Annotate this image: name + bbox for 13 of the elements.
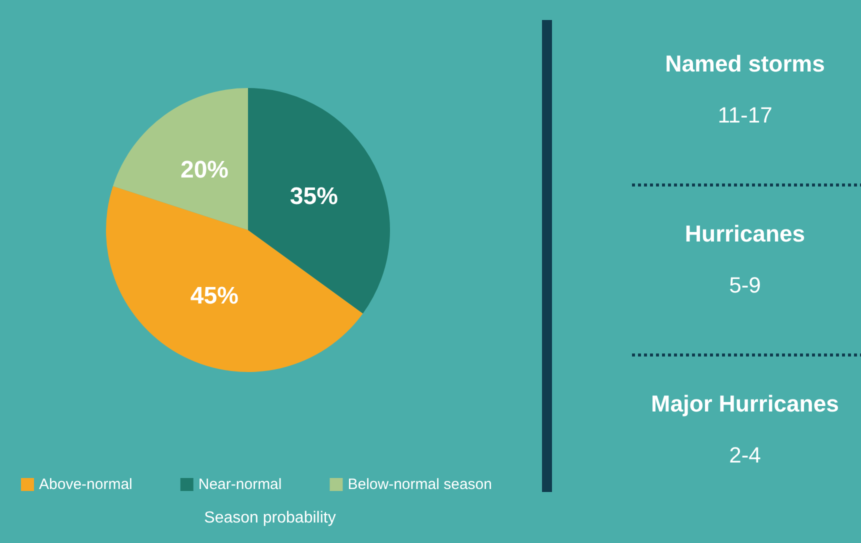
text: 11-17: [718, 102, 772, 128]
legend-label: Near-normal: [198, 476, 282, 493]
legend-label: Below-normal season: [348, 476, 492, 493]
text: Season probability: [204, 510, 336, 526]
data-label: 20%: [180, 156, 229, 184]
text: Hurricanes: [684, 220, 806, 246]
data-label: 35%: [290, 182, 338, 210]
legend-label: Above-normal: [39, 476, 132, 493]
text: 2-4: [729, 442, 761, 468]
data-label: 45%: [190, 282, 238, 310]
text: Named storms: [665, 50, 825, 76]
text: Major Hurricanes: [651, 390, 839, 416]
text: 5-9: [729, 272, 761, 298]
